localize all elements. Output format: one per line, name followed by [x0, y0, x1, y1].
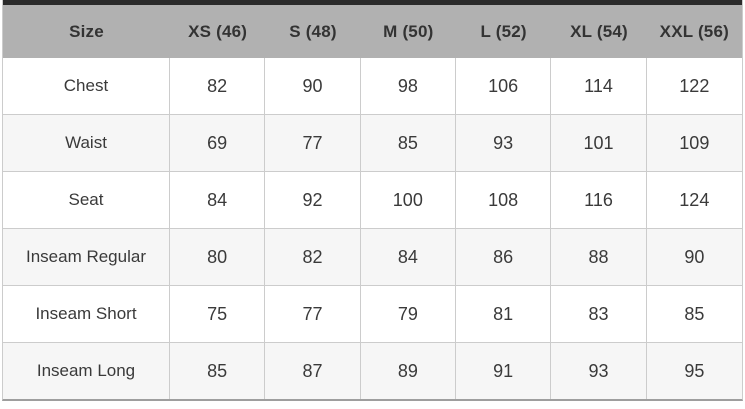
table-row: Waist 69 77 85 93 101 109 — [3, 114, 742, 171]
value-cell: 93 — [456, 115, 552, 171]
value-cell: 108 — [456, 172, 552, 228]
value-cell: 114 — [551, 58, 647, 114]
table-top-border — [3, 0, 742, 5]
value-cell: 98 — [361, 58, 456, 114]
value-cell: 85 — [361, 115, 456, 171]
value-cell: 90 — [265, 58, 361, 114]
value-cell: 81 — [456, 286, 552, 342]
header-cell: XXL (56) — [659, 21, 729, 41]
value-cell: 79 — [361, 286, 456, 342]
value-cell: 85 — [170, 343, 266, 399]
value-cell: 83 — [551, 286, 647, 342]
value-cell: 82 — [170, 58, 266, 114]
value-cell: 116 — [551, 172, 647, 228]
value-cell: 124 — [679, 189, 710, 210]
table-row: Inseam Long 85 87 89 91 93 95 — [3, 342, 742, 399]
row-label: Seat — [3, 172, 170, 228]
table-row: Inseam Short 75 77 79 81 83 85 — [3, 285, 742, 342]
value-cell: 80 — [170, 229, 266, 285]
value-cell: 122 — [679, 75, 710, 96]
header-cell: XL (54) — [570, 21, 628, 41]
size-chart-table: Size XS (46) S (48) M (50) L (52) XL (54) XXL … — [2, 0, 743, 401]
value-cell: 106 — [456, 58, 552, 114]
header-cell: XS (46) — [188, 21, 248, 41]
value-cell: 93 — [551, 343, 647, 399]
value-cell: 109 — [679, 132, 710, 153]
row-label: Inseam Regular — [3, 229, 170, 285]
value-cell: 89 — [361, 343, 456, 399]
table-body: Chest 82 90 98 106 114 122 Waist 69 77 85 93 101 109 S… — [3, 58, 742, 399]
value-cell: 88 — [551, 229, 647, 285]
table-row: Inseam Regular 80 82 84 86 88 90 — [3, 228, 742, 285]
value-cell: 77 — [265, 115, 361, 171]
table-header-row: Size XS (46) S (48) M (50) L (52) XL (54) XXL … — [3, 5, 742, 58]
value-cell: 87 — [265, 343, 361, 399]
value-cell: 84 — [361, 229, 456, 285]
row-label: Inseam Short — [3, 286, 170, 342]
value-cell: 82 — [265, 229, 361, 285]
value-cell: 101 — [551, 115, 647, 171]
table-row: Chest 82 90 98 106 114 122 — [3, 58, 742, 114]
value-cell: 90 — [684, 246, 705, 267]
row-label: Chest — [3, 58, 170, 114]
table-row: Seat 84 92 100 108 116 124 — [3, 171, 742, 228]
value-cell: 85 — [684, 303, 705, 324]
value-cell: 84 — [170, 172, 266, 228]
header-cell: L (52) — [480, 21, 527, 41]
header-cell: S (48) — [289, 21, 337, 41]
row-label: Inseam Long — [3, 343, 170, 399]
header-cell-size: Size — [69, 21, 104, 41]
value-cell: 75 — [170, 286, 266, 342]
value-cell: 77 — [265, 286, 361, 342]
header-cell: M (50) — [383, 21, 434, 41]
value-cell: 91 — [456, 343, 552, 399]
value-cell: 100 — [361, 172, 456, 228]
value-cell: 92 — [265, 172, 361, 228]
value-cell: 86 — [456, 229, 552, 285]
value-cell: 95 — [684, 360, 705, 381]
row-label: Waist — [3, 115, 170, 171]
value-cell: 69 — [170, 115, 266, 171]
